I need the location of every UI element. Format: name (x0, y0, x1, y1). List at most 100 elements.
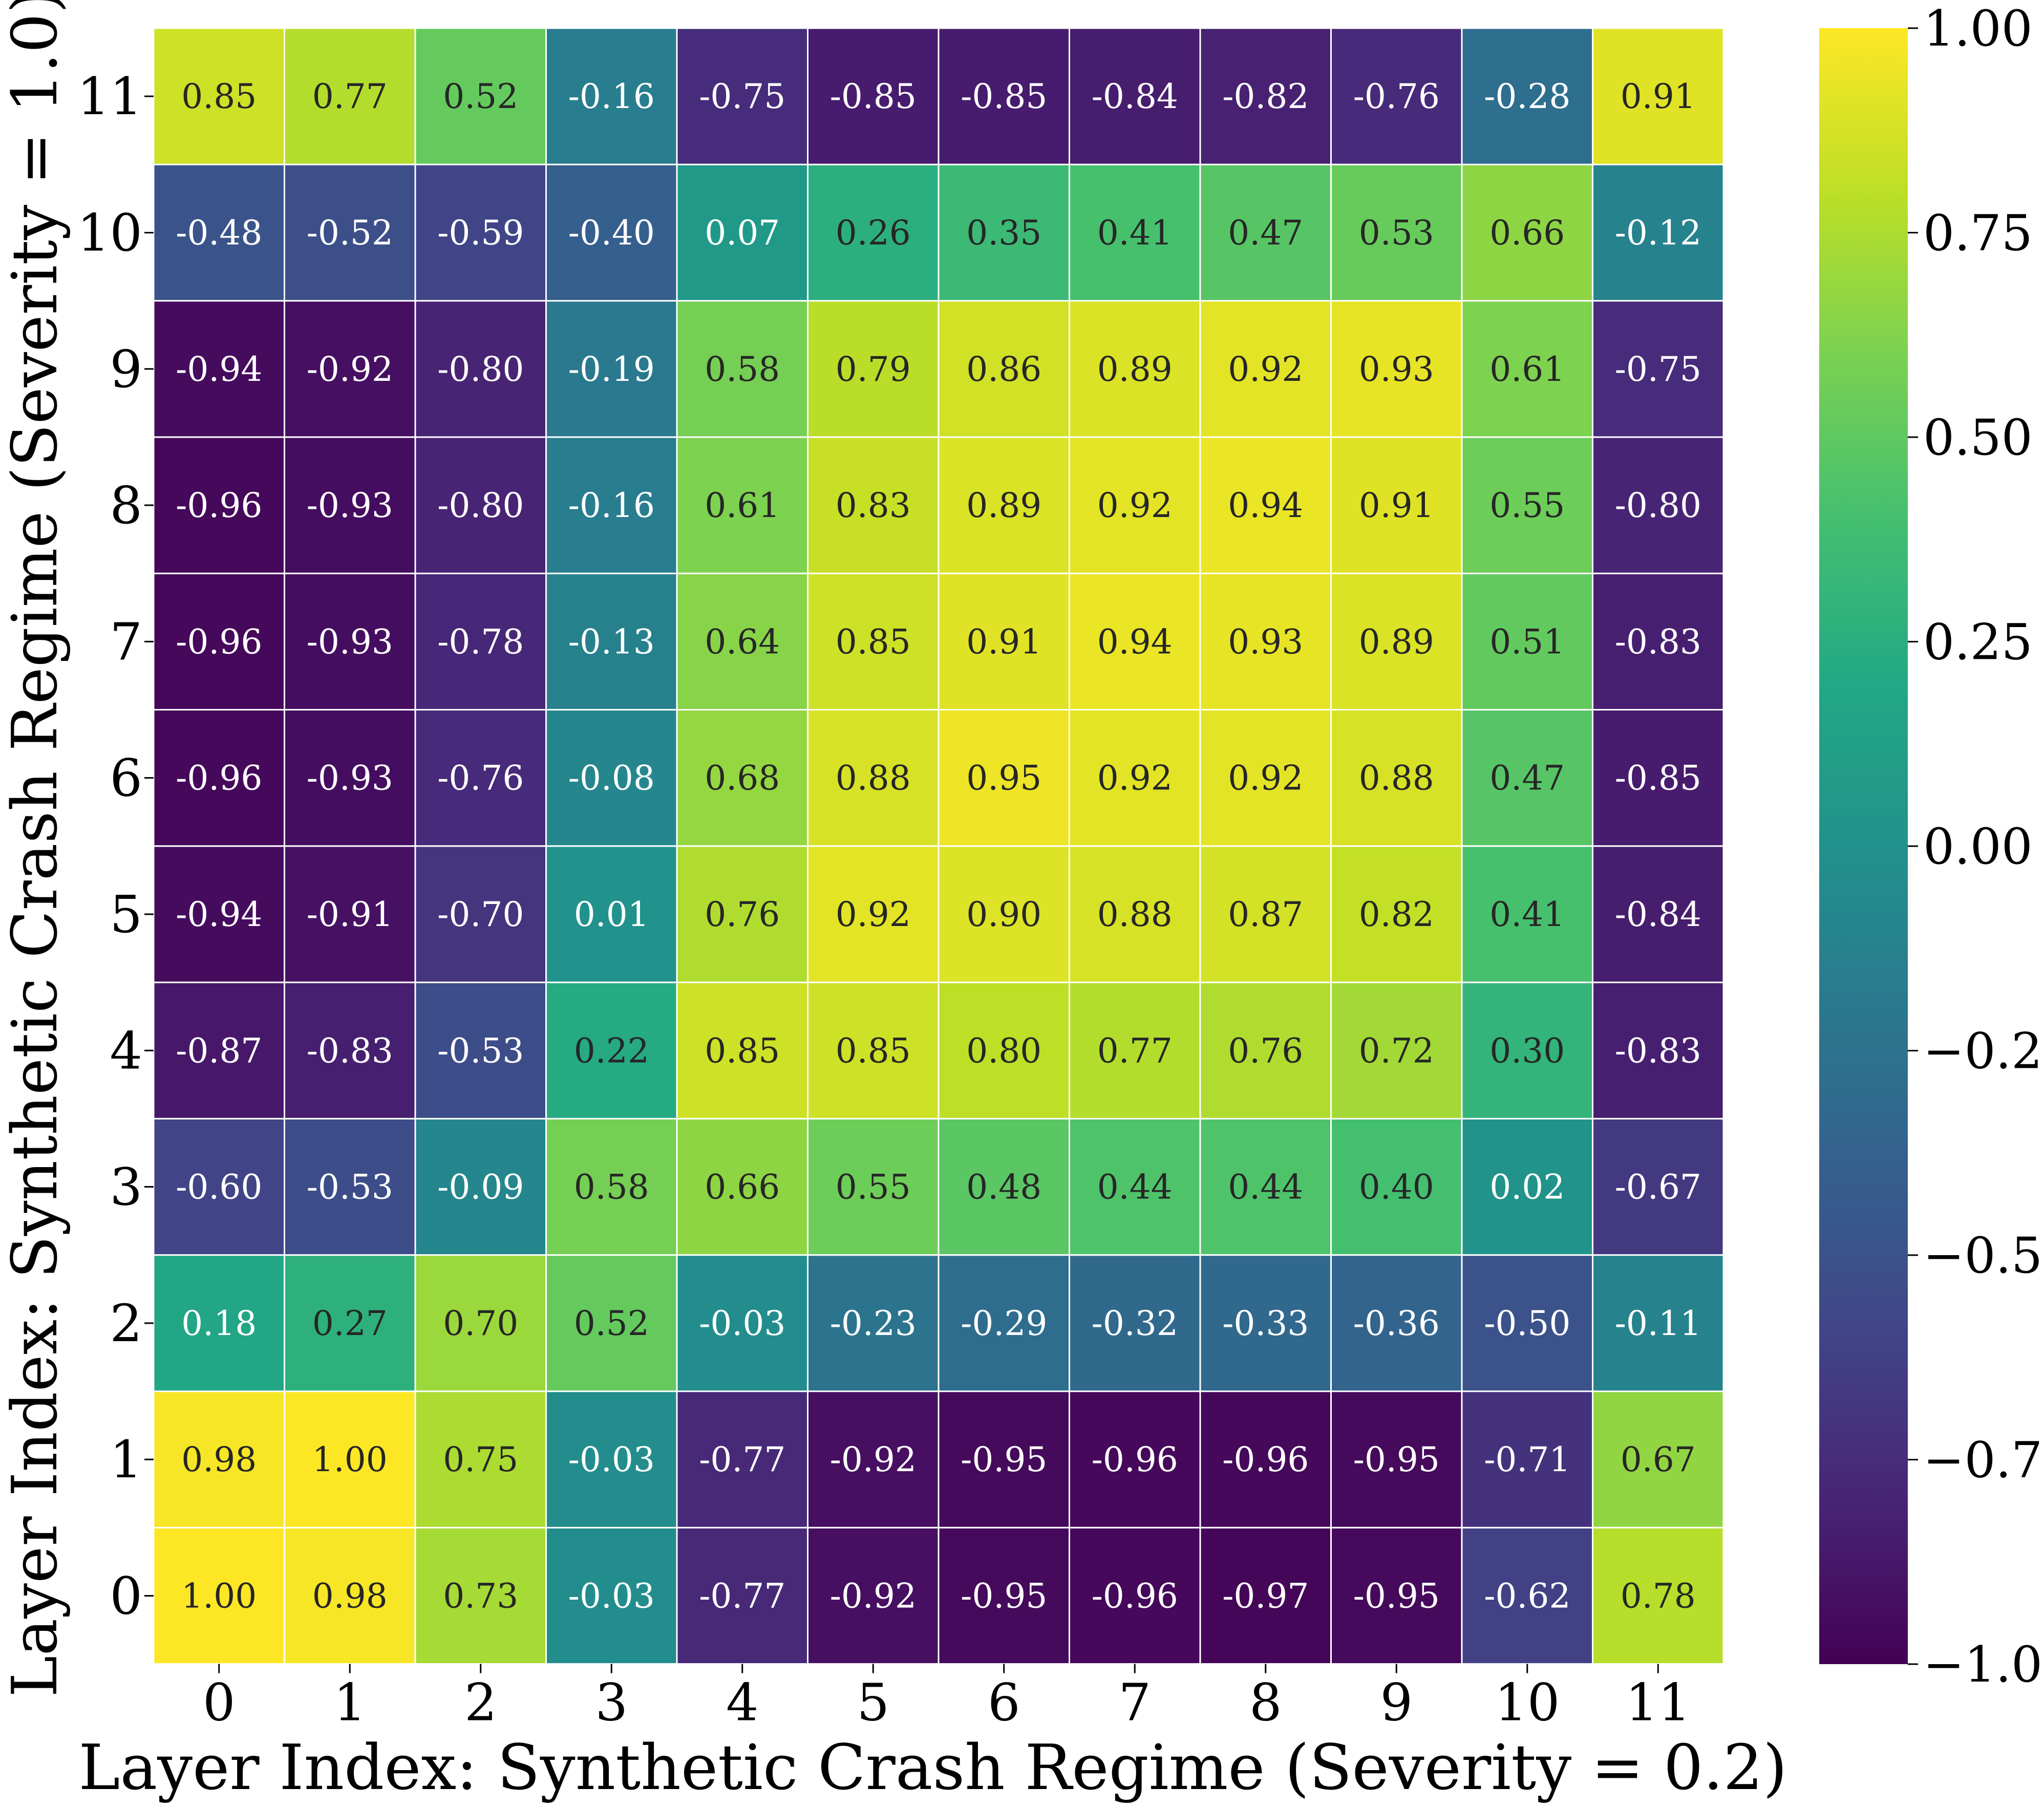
cell-value-label: 0.44 (1097, 1168, 1173, 1207)
heatmap-cell (676, 981, 808, 1119)
cell-value-label: 0.95 (966, 759, 1041, 798)
y-tick-label: 11 (77, 67, 142, 126)
heatmap-cell (1330, 981, 1463, 1119)
heatmap-cell (1592, 1254, 1724, 1392)
heatmap-cell (153, 300, 285, 438)
colorbar-tick-label: −1.00 (1923, 1636, 2044, 1693)
heatmap-cell (1592, 27, 1724, 165)
cell-value-label: -0.13 (568, 622, 655, 661)
cell-value-label: -0.23 (830, 1304, 917, 1343)
y-tick-label: 10 (77, 203, 142, 263)
heatmap-cell (153, 1526, 285, 1665)
x-tick-label: 10 (1495, 1673, 1560, 1733)
cell-value-label: -0.93 (307, 622, 393, 661)
cell-value-label: 0.76 (705, 895, 780, 934)
y-tick-label: 7 (110, 612, 142, 672)
heatmap-cell (545, 300, 678, 438)
heatmap-cell (414, 27, 547, 165)
colorbar-tick-label: −0.50 (1923, 1227, 2044, 1284)
heatmap-cell (284, 1117, 416, 1256)
cell-value-label: 0.52 (443, 77, 518, 116)
cell-value-label: 0.92 (836, 895, 911, 934)
heatmap-cell (676, 163, 808, 302)
cell-value-label: -0.95 (961, 1576, 1047, 1616)
heatmap-cell (284, 981, 416, 1119)
cell-value-label: 0.93 (1359, 350, 1434, 389)
cell-value-label: -0.53 (307, 1168, 393, 1207)
heatmap-cell (1069, 845, 1201, 983)
cell-value-label: 0.01 (574, 895, 649, 934)
cell-value-label: -0.19 (568, 350, 655, 389)
heatmap-cell (153, 163, 285, 302)
heatmap-cell (1592, 572, 1724, 710)
cell-value-label: -0.80 (437, 350, 524, 389)
cell-value-label: 0.72 (1359, 1031, 1434, 1070)
heatmap-cells (153, 27, 1724, 1665)
cell-value-label: 0.91 (1621, 77, 1696, 116)
cell-value-label: -0.87 (176, 1031, 262, 1070)
heatmap-cell (284, 27, 416, 165)
x-tick-label: 11 (1626, 1673, 1691, 1733)
cell-value-label: -0.08 (568, 759, 655, 798)
cell-value-label: 0.77 (312, 77, 388, 116)
cell-value-label: 0.87 (1228, 895, 1303, 934)
cell-value-label: 0.86 (966, 350, 1041, 389)
y-axis-ticks: 0 1 2 3 4 5 6 7 8 9 10 11 (77, 67, 154, 1626)
heatmap-cell (1461, 27, 1593, 165)
cell-value-label: 0.02 (1489, 1168, 1565, 1207)
colorbar-gradient (1819, 28, 1908, 1664)
heatmap-cell (807, 1526, 940, 1665)
heatmap-cell (807, 1117, 940, 1256)
cell-value-label: 0.55 (836, 1168, 911, 1207)
heatmap-cell (676, 1390, 808, 1528)
heatmap-cell (284, 709, 416, 847)
cell-value-label: 0.07 (705, 213, 780, 252)
y-tick-label: 4 (110, 1021, 142, 1081)
heatmap-cell (1461, 300, 1593, 438)
cell-value-label: -0.85 (1615, 759, 1701, 798)
heatmap-cell (938, 845, 1070, 983)
cell-value-label: -0.93 (307, 759, 393, 798)
cell-value-label: 0.61 (1489, 350, 1565, 389)
heatmap-cell (545, 436, 678, 574)
cell-value-label: 0.89 (966, 486, 1041, 525)
cell-value-label: -0.84 (1615, 895, 1701, 934)
heatmap-cell (1199, 436, 1332, 574)
heatmap-cell (545, 1117, 678, 1256)
heatmap-cell (153, 572, 285, 710)
heatmap-cell (807, 981, 940, 1119)
heatmap-cell (1199, 981, 1332, 1119)
heatmap-cell (1461, 981, 1593, 1119)
colorbar-tick-label: 0.00 (1923, 818, 2033, 875)
cell-value-label: 0.92 (1228, 350, 1303, 389)
cell-value-label: -0.03 (568, 1440, 655, 1479)
cell-value-label: -0.28 (1484, 77, 1570, 116)
cell-value-label: -0.95 (961, 1440, 1047, 1479)
heatmap-cell (1461, 1117, 1593, 1256)
heatmap-cell (545, 1390, 678, 1528)
y-tick-label: 8 (110, 476, 142, 535)
cell-value-label: -0.92 (830, 1576, 917, 1616)
cell-value-label: -0.40 (568, 213, 655, 252)
x-tick-label: 2 (464, 1673, 497, 1733)
heatmap-cell (1330, 1117, 1463, 1256)
cell-value-label: 0.52 (574, 1304, 649, 1343)
y-tick-label: 0 (110, 1566, 142, 1626)
heatmap-cell (153, 1390, 285, 1528)
cell-value-label: 1.00 (181, 1576, 257, 1616)
cell-value-label: 0.82 (1359, 895, 1434, 934)
colorbar-tick-label: 0.25 (1923, 614, 2033, 671)
cell-value-label: 0.40 (1359, 1168, 1434, 1207)
heatmap-cell (1461, 1390, 1593, 1528)
x-tick-label: 8 (1249, 1673, 1282, 1733)
heatmap-cell (545, 163, 678, 302)
cell-value-label: -0.94 (176, 895, 262, 934)
heatmap-cell (938, 436, 1070, 574)
cell-value-label: -0.84 (1092, 77, 1178, 116)
cell-value-label: 0.48 (966, 1168, 1041, 1207)
heatmap-cell (1069, 1390, 1201, 1528)
cell-value-label: -0.11 (1615, 1304, 1701, 1343)
cell-value-label: 0.18 (181, 1304, 257, 1343)
cell-value-label: 0.98 (312, 1576, 388, 1616)
cell-value-label: -0.96 (176, 486, 262, 525)
